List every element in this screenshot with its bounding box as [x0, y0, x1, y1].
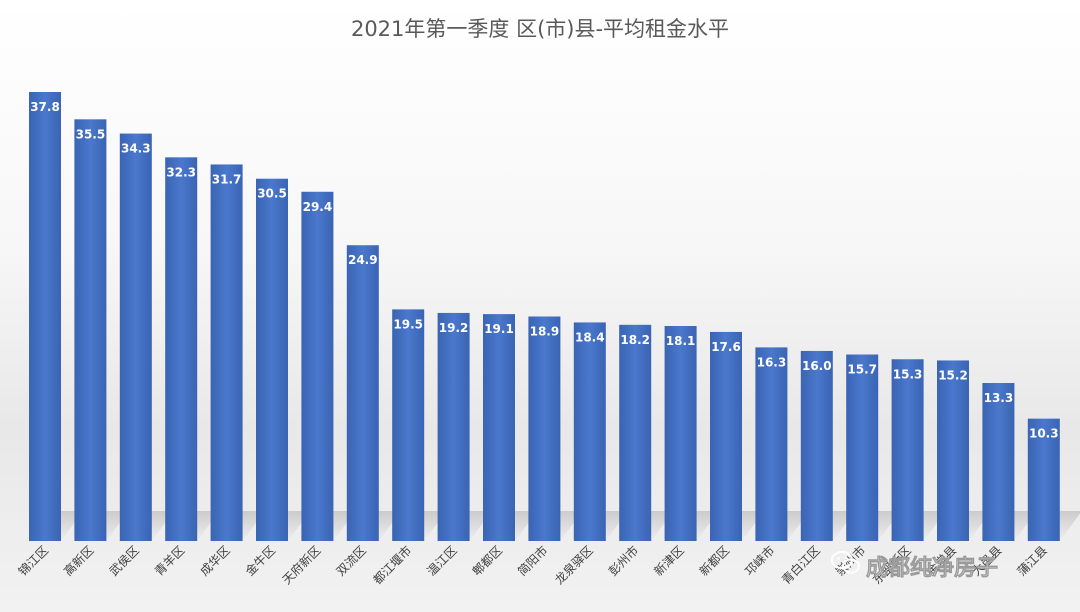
- value-label: 18.1: [666, 334, 696, 348]
- bar: [74, 119, 107, 542]
- category-label: 高新区: [60, 543, 96, 579]
- value-label: 30.5: [257, 187, 287, 201]
- value-label: 10.3: [1029, 427, 1059, 441]
- bar: [891, 359, 924, 541]
- wechat-icon: [831, 551, 860, 574]
- category-label: 蒲江县: [1015, 543, 1050, 578]
- value-label: 19.1: [484, 322, 514, 336]
- category-label: 双流区: [334, 543, 369, 578]
- category-label: 青白江区: [778, 543, 823, 588]
- value-label: 34.3: [121, 142, 151, 156]
- bar: [800, 350, 833, 541]
- value-label: 15.3: [893, 367, 923, 381]
- watermark-text: 成都纯净房子: [866, 555, 998, 581]
- bar: [301, 191, 334, 541]
- value-label: 24.9: [348, 253, 378, 267]
- value-label: 18.4: [575, 330, 605, 344]
- bar: [1027, 418, 1060, 541]
- bar: [392, 309, 425, 541]
- category-label: 温江区: [424, 543, 459, 578]
- value-label: 37.8: [30, 100, 60, 114]
- bar: [528, 316, 561, 541]
- bar: [483, 314, 515, 541]
- bar: [664, 326, 697, 541]
- value-label: 13.3: [984, 391, 1014, 405]
- bars: [29, 92, 1060, 542]
- bar: [165, 157, 198, 541]
- bar: [937, 360, 969, 541]
- category-label: 锦江区: [16, 543, 51, 578]
- category-label: 新津区: [651, 543, 687, 579]
- chart-title: 2021年第一季度 区(市)县-平均租金水平: [351, 17, 729, 41]
- bar: [755, 347, 788, 541]
- value-label: 18.2: [620, 333, 650, 347]
- watermark: 成都纯净房子: [831, 551, 998, 581]
- category-label: 邛崃市: [741, 543, 777, 579]
- category-label: 天府新区: [279, 543, 324, 588]
- category-label: 武侯区: [107, 543, 142, 578]
- value-label: 32.3: [166, 165, 196, 179]
- value-label: 15.7: [847, 363, 877, 377]
- category-label: 龙泉驿区: [552, 543, 596, 587]
- value-label: 16.0: [802, 359, 832, 373]
- value-label: 19.2: [439, 321, 469, 335]
- value-label: 35.5: [76, 127, 106, 141]
- value-label: 19.5: [393, 317, 423, 331]
- bar: [346, 245, 379, 541]
- category-label: 新都区: [696, 543, 732, 579]
- value-label: 17.6: [711, 340, 741, 354]
- value-label: 18.9: [530, 325, 560, 339]
- bar: [982, 383, 1015, 541]
- bar: [256, 178, 288, 541]
- category-label: 金牛区: [242, 543, 278, 579]
- value-labels: 37.8 35.5 34.3 32.3 31.7 30.5 29.4 24.9 19.5 19.2…: [30, 100, 1058, 441]
- category-label: 都江堰市: [370, 543, 415, 588]
- bar: [437, 312, 470, 541]
- bar: [210, 164, 243, 541]
- category-label: 郫都区: [469, 543, 505, 579]
- bar: [619, 324, 652, 541]
- category-label: 青羊区: [151, 543, 187, 579]
- bar: [573, 322, 606, 541]
- value-label: 16.3: [757, 355, 787, 369]
- bar: [29, 92, 61, 541]
- value-label: 31.7: [212, 172, 242, 186]
- category-label: 彭州市: [605, 543, 641, 579]
- category-label: 简阳市: [514, 543, 550, 579]
- value-label: 29.4: [303, 200, 333, 214]
- value-label: 15.2: [938, 368, 968, 382]
- bar: [710, 331, 742, 541]
- bar: [846, 354, 879, 541]
- bar: [119, 133, 152, 541]
- category-label: 成华区: [197, 543, 232, 578]
